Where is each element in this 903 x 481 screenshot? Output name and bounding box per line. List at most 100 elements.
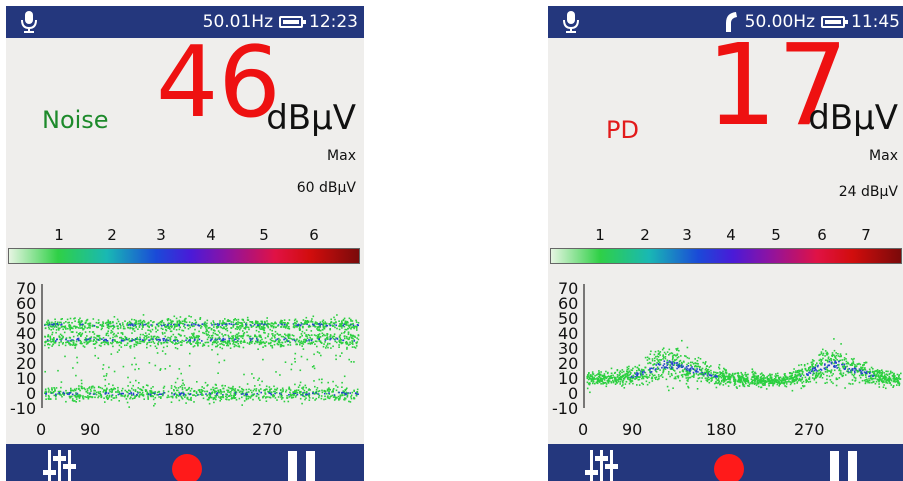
- heatmap-point: [615, 380, 618, 383]
- heatmap-point: [310, 341, 313, 344]
- heatmap-point: [741, 373, 743, 376]
- heatmap-point: [268, 386, 271, 388]
- heatmap-point: [59, 327, 61, 330]
- heatmap-point: [330, 321, 333, 323]
- heatmap-point: [352, 334, 354, 337]
- heatmap-point: [62, 328, 64, 331]
- heatmap-point: [73, 340, 75, 342]
- heatmap-point: [726, 375, 729, 378]
- heatmap-point: [162, 322, 165, 324]
- heatmap-point: [655, 364, 658, 366]
- pause-button[interactable]: [288, 451, 316, 481]
- heatmap-point: [240, 336, 242, 338]
- heatmap-point: [44, 336, 47, 338]
- heatmap-point: [797, 374, 799, 376]
- heatmap-point: [47, 347, 50, 349]
- heatmap-point: [129, 390, 132, 392]
- heatmap-point: [253, 393, 256, 395]
- heatmap-point: [818, 359, 821, 362]
- heatmap-point: [86, 389, 89, 392]
- heatmap-point: [168, 396, 170, 398]
- heatmap-point: [727, 378, 729, 380]
- y-tick: 20: [558, 354, 578, 373]
- heatmap-point: [72, 327, 74, 330]
- heatmap-point: [306, 323, 308, 325]
- heatmap-point: [612, 380, 615, 383]
- heatmap-point: [135, 338, 138, 340]
- heatmap-point: [143, 398, 145, 400]
- heatmap-point: [685, 369, 688, 371]
- heatmap-point: [717, 379, 719, 382]
- heatmap-point: [606, 380, 609, 382]
- heatmap-point: [336, 397, 338, 399]
- heatmap-point: [65, 392, 68, 394]
- heatmap-point: [589, 374, 591, 377]
- heatmap-point: [117, 320, 120, 323]
- heatmap-point: [174, 343, 176, 345]
- heatmap-point: [47, 335, 49, 338]
- heatmap-point: [186, 341, 189, 343]
- heatmap-point: [87, 395, 89, 397]
- heatmap-point: [318, 394, 321, 397]
- heatmap-point: [749, 382, 752, 384]
- heatmap-point: [737, 373, 740, 375]
- heatmap-point: [247, 334, 250, 337]
- heatmap-point: [129, 397, 131, 400]
- pause-button[interactable]: [830, 451, 858, 481]
- heatmap-point: [756, 383, 759, 385]
- heatmap-point: [107, 397, 110, 399]
- heatmap-point: [897, 379, 899, 382]
- heatmap-point: [587, 375, 589, 377]
- heatmap-point: [212, 398, 215, 401]
- colorbar-scale: 1 2 3 4 5 6: [6, 226, 364, 246]
- heatmap-point: [837, 364, 840, 366]
- heatmap-point: [139, 336, 141, 339]
- heatmap-point: [756, 382, 759, 384]
- heatmap-point: [813, 378, 816, 381]
- heatmap-point: [82, 323, 85, 326]
- heatmap-point: [811, 359, 814, 361]
- heatmap-point: [164, 335, 167, 338]
- heatmap-point: [747, 373, 749, 376]
- heatmap-point: [865, 380, 867, 383]
- heatmap-point: [232, 324, 234, 327]
- heatmap-point: [189, 326, 191, 329]
- heatmap-point: [735, 386, 738, 388]
- heatmap-point: [820, 369, 823, 371]
- heatmap-point: [149, 329, 151, 332]
- heatmap-point: [348, 358, 350, 361]
- heatmap-point: [214, 387, 216, 390]
- heatmap-point: [120, 332, 123, 334]
- heatmap-point: [617, 379, 620, 381]
- heatmap-point: [282, 335, 285, 338]
- heatmap-point: [99, 391, 102, 393]
- heatmap-point: [202, 343, 205, 345]
- heatmap-point: [619, 370, 622, 372]
- heatmap-point: [84, 325, 86, 328]
- heatmap-point: [325, 347, 327, 349]
- heatmap-point: [151, 324, 154, 326]
- heatmap-point: [811, 377, 814, 379]
- heatmap-point: [46, 321, 48, 323]
- heatmap-point: [240, 342, 242, 344]
- heatmap-point: [625, 381, 628, 383]
- heatmap-point: [272, 395, 274, 398]
- heatmap-point: [319, 341, 322, 343]
- heatmap-point: [217, 334, 219, 336]
- heatmap-point: [336, 327, 338, 330]
- heatmap-point: [318, 396, 320, 399]
- settings-icon[interactable]: [42, 448, 78, 481]
- heatmap-point: [101, 341, 103, 344]
- heatmap-point: [214, 323, 216, 326]
- heatmap-point: [212, 320, 215, 322]
- heatmap-point: [289, 391, 291, 394]
- heatmap-point: [852, 361, 855, 363]
- heatmap-point: [674, 359, 676, 362]
- heatmap-point: [146, 343, 148, 346]
- heatmap-point: [612, 379, 614, 382]
- record-button[interactable]: [714, 454, 744, 481]
- heatmap-point: [275, 391, 278, 394]
- heatmap-point: [335, 321, 337, 323]
- settings-icon[interactable]: [584, 448, 620, 481]
- record-button[interactable]: [172, 454, 202, 481]
